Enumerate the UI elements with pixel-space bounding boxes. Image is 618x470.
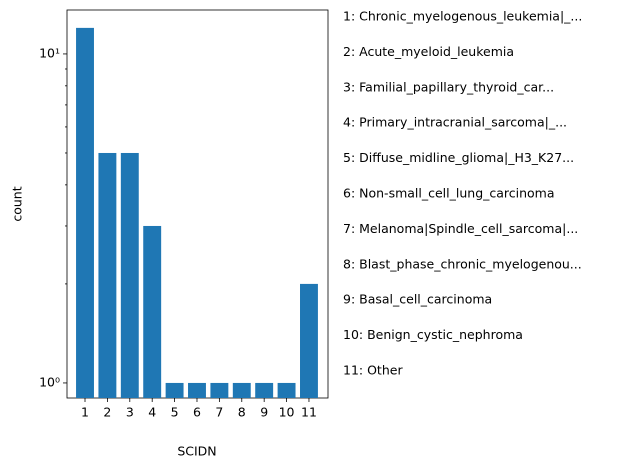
y-axis-label: count [10,186,25,221]
bar [188,382,206,398]
x-tick-label: 3 [126,405,134,420]
bar [76,27,94,398]
x-tick-label: 1 [81,405,89,420]
legend-note: 2: Acute_myeloid_leukemia [343,44,514,59]
legend-note: 1: Chronic_myelogenous_leukemia|_... [343,9,582,24]
bar [277,382,296,398]
legend-note: 9: Basal_cell_carcinoma [343,292,492,307]
x-tick-label: 9 [260,405,268,420]
bar [210,382,229,398]
bar [232,382,251,398]
x-tick-label: 11 [301,405,317,420]
x-tick-label: 10 [279,405,295,420]
legend-note: 6: Non-small_cell_lung_carcinoma [343,186,555,201]
bar [120,152,139,398]
x-tick-label: 5 [171,405,179,420]
bar [255,382,274,398]
x-tick-label: 7 [215,405,223,420]
bar [98,152,117,398]
legend-note: 10: Benign_cystic_nephroma [343,327,523,342]
legend-note: 5: Diffuse_midline_glioma|_H3_K27... [343,150,574,165]
legend-note: 7: Melanoma|Spindle_cell_sarcoma|... [343,221,578,236]
bar [165,382,184,398]
legend-note: 3: Familial_papillary_thyroid_car... [343,79,554,94]
y-tick-label: 10⁰ [39,374,60,389]
x-tick-label: 2 [103,405,111,420]
legend-note: 4: Primary_intracranial_sarcoma|_... [343,115,567,130]
x-tick-label: 8 [238,405,246,420]
x-tick-label: 4 [148,405,156,420]
x-axis-label: SCIDN [177,444,216,459]
bar [300,283,318,398]
legend-note: 8: Blast_phase_chronic_myelogenou... [343,256,582,271]
bar [143,225,162,398]
y-tick-label: 10¹ [39,45,60,60]
legend-note: 11: Other [343,363,403,378]
x-tick-label: 6 [193,405,201,420]
